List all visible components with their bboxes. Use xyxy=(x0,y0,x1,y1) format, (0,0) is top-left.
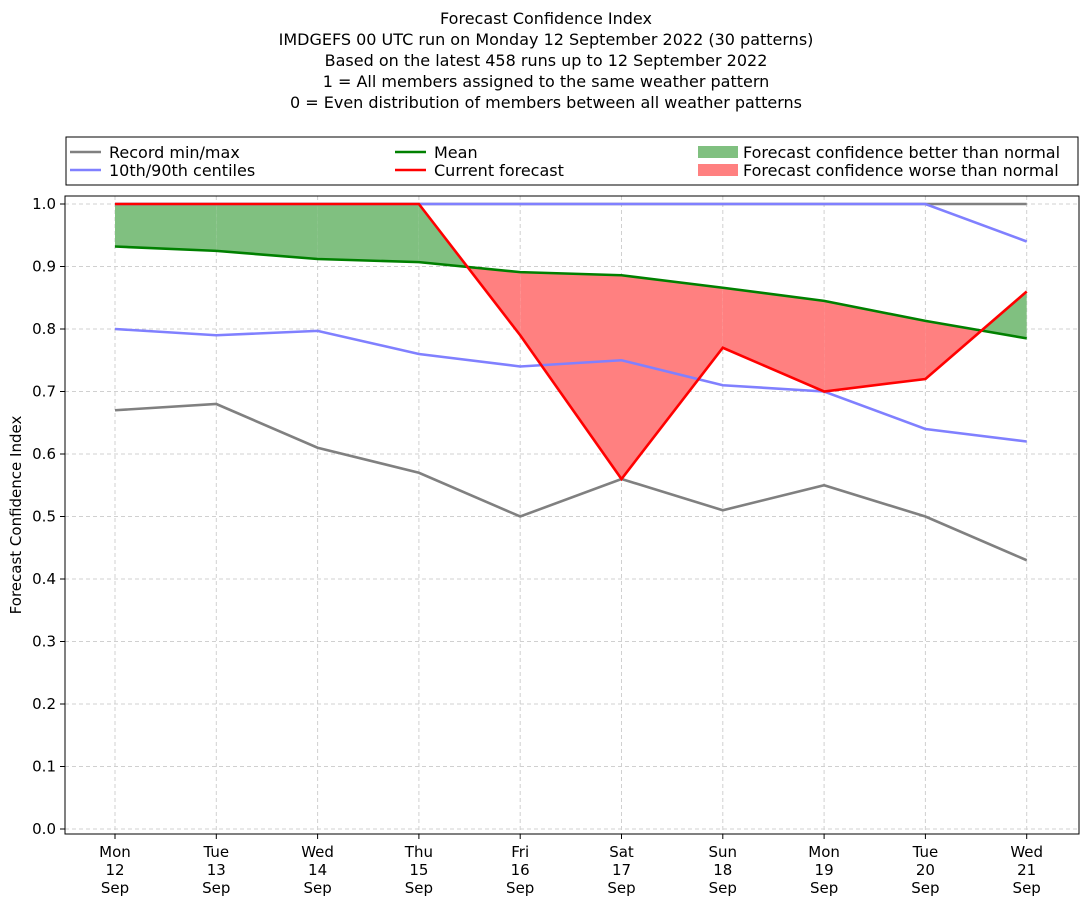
y-tick-label: 0.6 xyxy=(32,445,56,463)
x-tick-label: Sep xyxy=(202,879,230,897)
y-tick-label: 0.4 xyxy=(32,570,56,588)
x-tick-label: Tue xyxy=(912,843,939,861)
legend-label: 10th/90th centiles xyxy=(109,161,255,180)
plot-frame xyxy=(64,195,1080,835)
axes: 0.00.10.20.30.40.50.60.70.80.91.0Mon12Se… xyxy=(7,195,1043,897)
x-tick-label: Sun xyxy=(709,843,738,861)
series-lines xyxy=(114,202,1028,562)
x-tick-label: Fri xyxy=(511,843,529,861)
fill-worse-than-normal xyxy=(824,300,926,392)
series-record-min xyxy=(114,402,1028,562)
x-tick-label: 14 xyxy=(308,861,327,879)
legend-label: Record min/max xyxy=(109,143,240,162)
legend-label: Forecast confidence worse than normal xyxy=(743,161,1059,180)
y-tick-label: 0.5 xyxy=(32,508,56,526)
y-tick-label: 0.0 xyxy=(32,820,56,838)
y-tick-label: 0.2 xyxy=(32,695,56,713)
x-tick-label: Mon xyxy=(808,843,840,861)
fill-better-than-normal xyxy=(981,291,1027,339)
fill-worse-than-normal xyxy=(722,287,825,392)
legend-label: Forecast confidence better than normal xyxy=(743,143,1060,162)
legend-swatch-patch xyxy=(698,146,738,158)
legend-label: Mean xyxy=(434,143,478,162)
x-tick-label: Sep xyxy=(506,879,534,897)
subtitle-line: 0 = Even distribution of members between… xyxy=(289,93,803,112)
x-tick-label: 20 xyxy=(916,861,935,879)
fill-better-than-normal xyxy=(216,204,318,259)
x-tick-label: 19 xyxy=(815,861,834,879)
x-tick-label: 17 xyxy=(612,861,631,879)
confidence-fills xyxy=(115,204,1027,479)
x-tick-label: Sep xyxy=(911,879,939,897)
series-10th-centile xyxy=(114,327,1027,443)
x-tick-label: Sep xyxy=(1013,879,1041,897)
title-line: Forecast Confidence Index xyxy=(440,9,652,28)
fill-worse-than-normal xyxy=(621,275,723,479)
legend-box xyxy=(65,136,1079,186)
fill-worse-than-normal xyxy=(925,320,982,379)
y-axis-label: Forecast Confidence Index xyxy=(7,416,25,615)
x-tick-label: 13 xyxy=(207,861,226,879)
subtitle-line: 1 = All members assigned to the same wea… xyxy=(322,72,770,91)
subtitle-line: Based on the latest 458 runs up to 12 Se… xyxy=(324,51,768,70)
x-tick-label: 21 xyxy=(1017,861,1036,879)
y-tick-label: 0.3 xyxy=(32,633,56,651)
x-tick-label: 12 xyxy=(105,861,124,879)
x-tick-label: Sat xyxy=(609,843,634,861)
y-tick-label: 1.0 xyxy=(32,195,56,213)
y-tick-label: 0.7 xyxy=(32,383,56,401)
x-tick-label: 16 xyxy=(511,861,530,879)
subtitle-line: IMDGEFS 00 UTC run on Monday 12 Septembe… xyxy=(278,30,814,49)
x-tick-label: Thu xyxy=(404,843,433,861)
x-tick-label: 15 xyxy=(409,861,428,879)
x-tick-label: Sep xyxy=(810,879,838,897)
x-tick-label: Sep xyxy=(405,879,433,897)
x-tick-label: Tue xyxy=(202,843,229,861)
chart-title: Forecast Confidence Index IMDGEFS 00 UTC… xyxy=(0,8,1092,113)
legend-label: Current forecast xyxy=(434,161,564,180)
x-tick-label: 18 xyxy=(713,861,732,879)
y-tick-label: 0.1 xyxy=(32,758,56,776)
x-tick-label: Sep xyxy=(303,879,331,897)
fill-worse-than-normal xyxy=(520,272,622,479)
x-tick-label: Wed xyxy=(301,843,334,861)
x-tick-label: Sep xyxy=(607,879,635,897)
legend-swatch-patch xyxy=(698,164,738,176)
fill-better-than-normal xyxy=(115,204,217,251)
y-tick-label: 0.8 xyxy=(32,320,56,338)
y-tick-label: 0.9 xyxy=(32,258,56,276)
x-tick-label: Mon xyxy=(99,843,131,861)
x-tick-label: Sep xyxy=(101,879,129,897)
series-current-forecast xyxy=(115,202,1028,482)
fill-better-than-normal xyxy=(317,204,419,263)
x-tick-label: Sep xyxy=(709,879,737,897)
series-mean xyxy=(114,245,1027,340)
x-tick-label: Wed xyxy=(1010,843,1043,861)
